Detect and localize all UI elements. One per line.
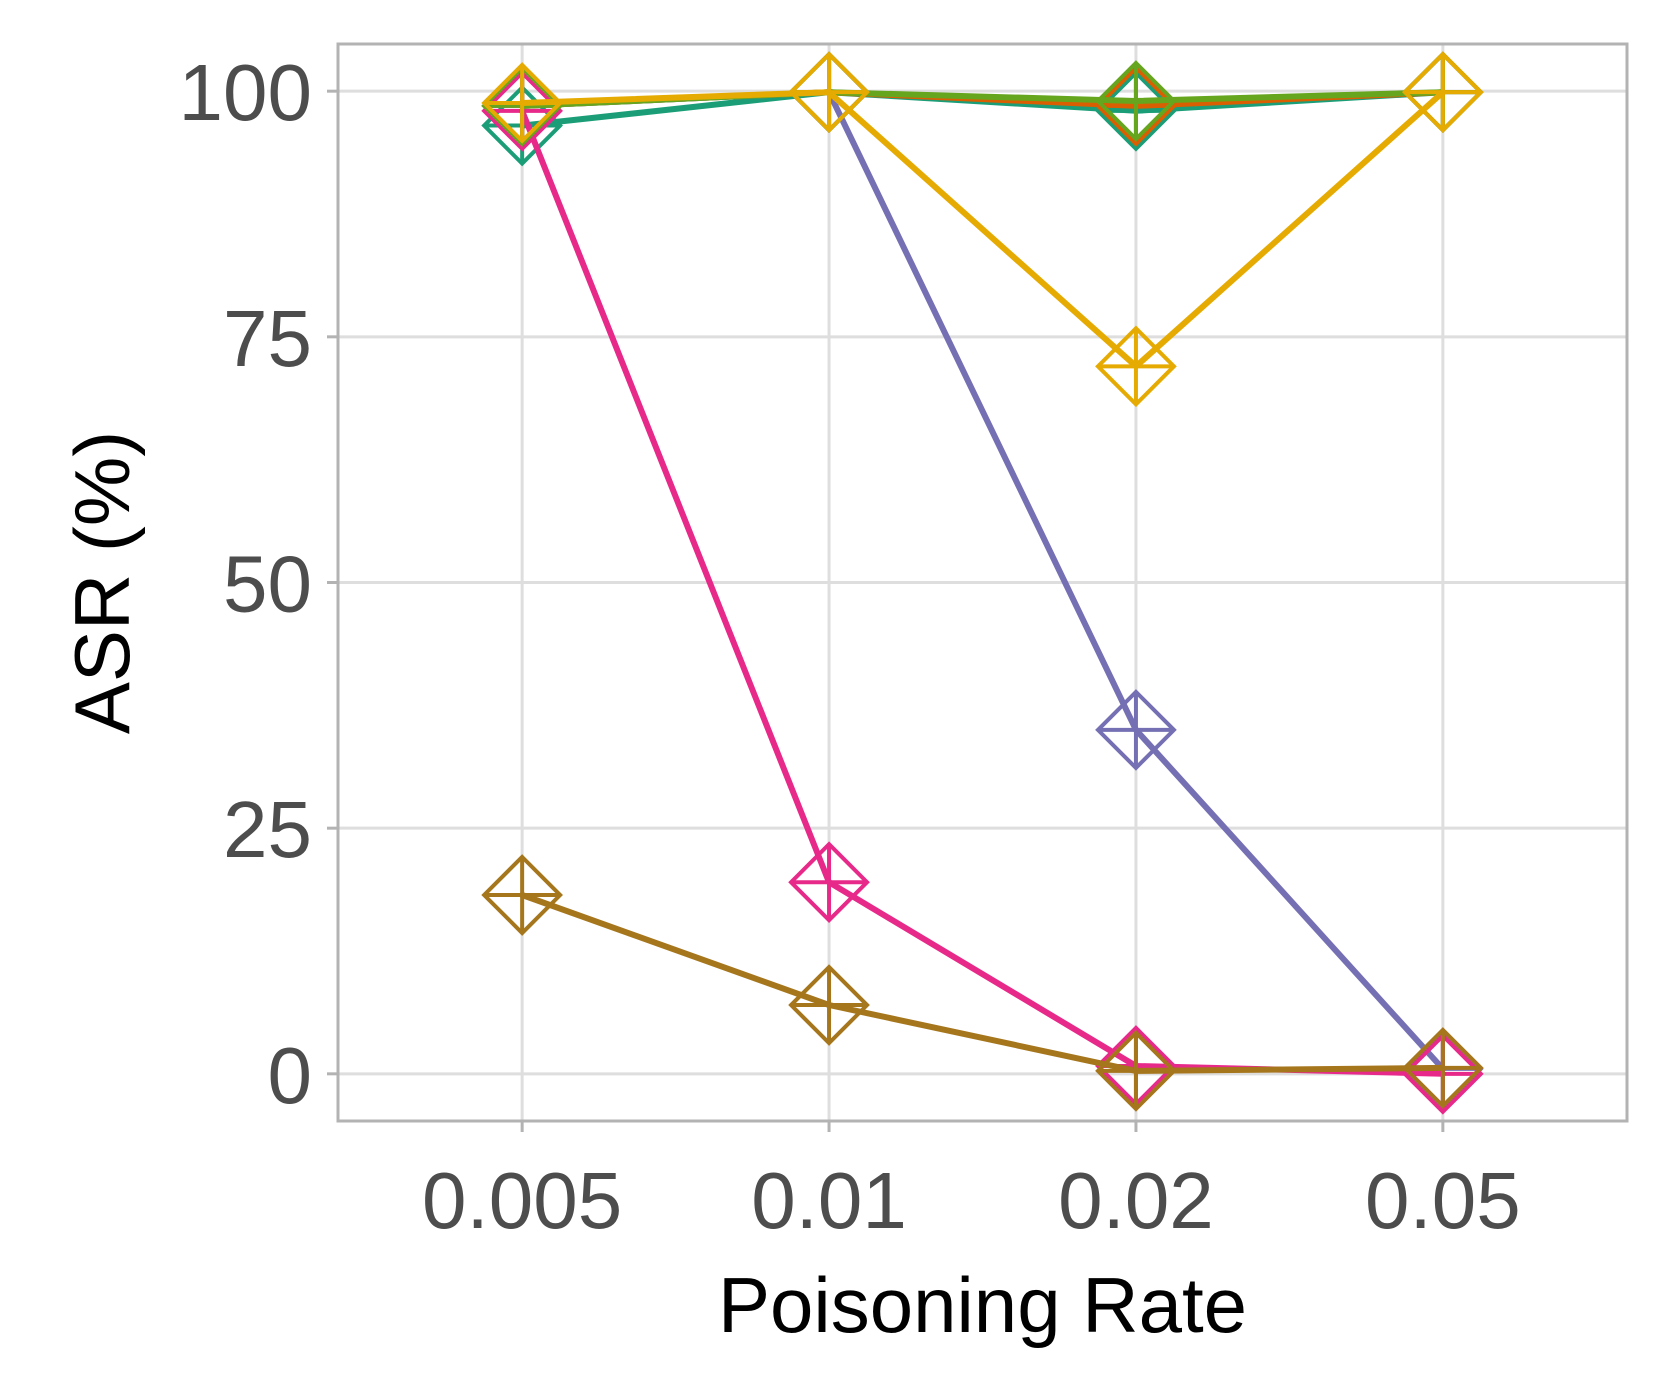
x-tick-label: 0.005 bbox=[422, 1156, 622, 1245]
data-point bbox=[788, 51, 870, 133]
y-tick-label: 75 bbox=[223, 294, 312, 383]
data-point bbox=[1402, 1027, 1484, 1109]
y-tick-label: 100 bbox=[179, 48, 312, 137]
y-axis-title: ASR (%) bbox=[58, 431, 146, 734]
data-point bbox=[1095, 60, 1177, 142]
x-tick-label: 0.01 bbox=[751, 1156, 907, 1245]
series-line bbox=[519, 892, 1446, 1074]
x-axis-ticks: 0.005 0.01 0.02 0.05 bbox=[422, 1121, 1521, 1245]
series-layer bbox=[481, 51, 1484, 1115]
series-5 bbox=[481, 51, 1484, 408]
data-point bbox=[788, 841, 870, 924]
data-point bbox=[1095, 325, 1177, 408]
x-tick-label: 0.05 bbox=[1365, 1156, 1521, 1245]
grid bbox=[338, 44, 1627, 1121]
data-point bbox=[1095, 1030, 1177, 1112]
data-point bbox=[481, 62, 563, 144]
data-point bbox=[1402, 51, 1484, 133]
x-tick-label: 0.02 bbox=[1058, 1156, 1214, 1245]
y-tick-label: 0 bbox=[268, 1031, 313, 1120]
y-tick-label: 25 bbox=[223, 785, 312, 874]
x-axis-title: Poisoning Rate bbox=[718, 1261, 1247, 1349]
y-axis-ticks: 0 25 50 75 100 bbox=[179, 48, 338, 1120]
series-line bbox=[519, 89, 1446, 370]
data-point bbox=[788, 964, 870, 1046]
y-tick-label: 50 bbox=[223, 540, 312, 629]
data-point bbox=[1095, 689, 1177, 771]
data-point bbox=[481, 854, 563, 936]
series-6 bbox=[481, 854, 1484, 1112]
